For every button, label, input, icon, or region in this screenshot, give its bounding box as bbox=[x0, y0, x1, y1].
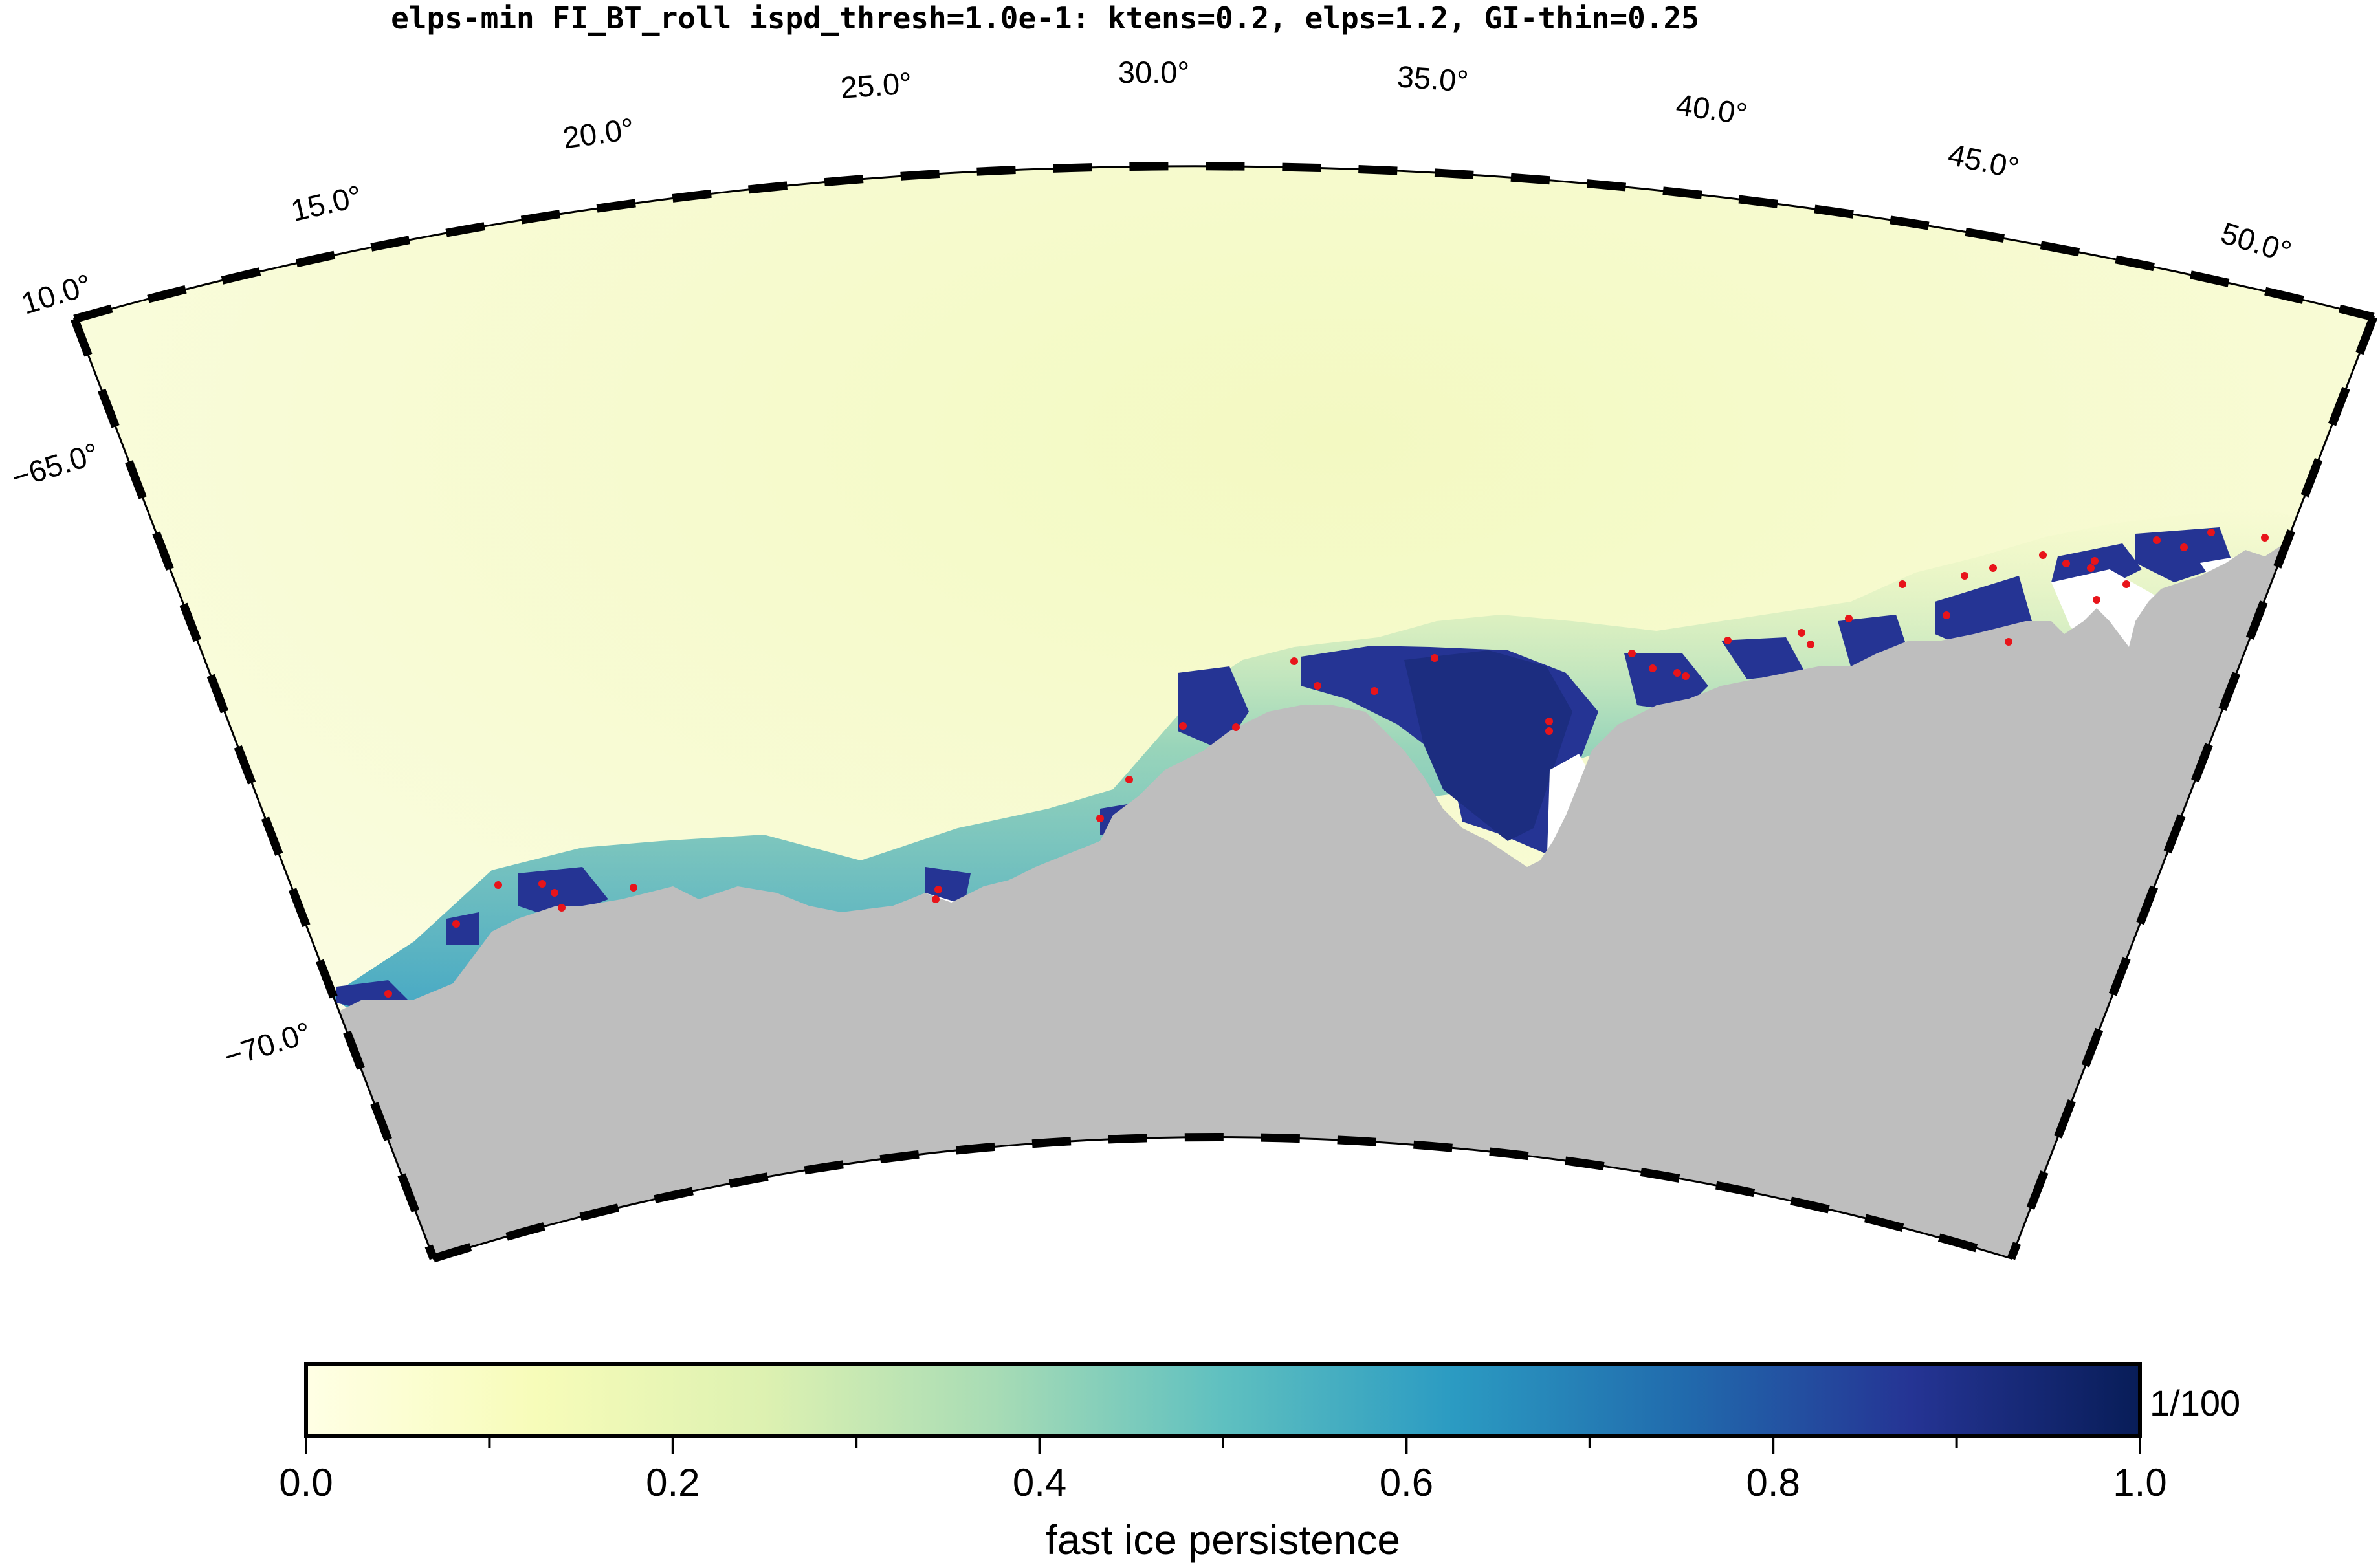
lon-label-50: 50.0° bbox=[2217, 215, 2295, 269]
lon-label-20: 20.0° bbox=[560, 111, 636, 155]
colorbar-tick-label: 0.4 bbox=[1013, 1461, 1066, 1504]
lon-label-40: 40.0° bbox=[1674, 87, 1750, 131]
colorbar-ticks bbox=[305, 1436, 2141, 1454]
lon-label-30: 30.0° bbox=[1118, 55, 1189, 89]
grounded-iceberg-markers bbox=[384, 529, 2269, 998]
colorbar-unit-label: 1/100 bbox=[2150, 1383, 2240, 1423]
lon-label-35: 35.0° bbox=[1396, 59, 1470, 98]
colorbar-tick-label: 0.2 bbox=[646, 1461, 700, 1504]
colorbar-tick-label: 0.8 bbox=[1746, 1461, 1800, 1504]
lat-label-65: −65.0° bbox=[8, 436, 103, 495]
colorbar-title: fast ice persistence bbox=[1046, 1517, 1400, 1563]
map-panel: 10.0° 15.0° 20.0° 25.0° 30.0° 35.0° 40.0… bbox=[8, 55, 2378, 1263]
colorbar-tick-label: 1.0 bbox=[2113, 1461, 2166, 1504]
colorbar-tick-label: 0.0 bbox=[279, 1461, 333, 1504]
colorbar-ramp bbox=[304, 1362, 2142, 1438]
dark-bay-fast-ice bbox=[1404, 650, 1572, 841]
figure-title: elps-min FI_BT_roll ispd_thresh=1.0e-1: … bbox=[391, 1, 1699, 36]
colorbar-tick-label: 0.6 bbox=[1380, 1461, 1433, 1504]
colorbar-tick-labels: 0.0 0.2 0.4 0.6 0.8 1.0 bbox=[279, 1461, 2166, 1504]
map-frame-checker bbox=[70, 162, 2378, 1263]
lon-label-15: 15.0° bbox=[288, 179, 365, 228]
antarctic-land bbox=[324, 543, 2374, 1259]
lon-label-45: 45.0° bbox=[1945, 137, 2022, 185]
colorbar: 0.0 0.2 0.4 0.6 0.8 1.0 1/100 fast ice persis… bbox=[279, 1362, 2240, 1563]
lon-label-25: 25.0° bbox=[839, 65, 913, 105]
lat-label-70: −70.0° bbox=[220, 1015, 315, 1074]
